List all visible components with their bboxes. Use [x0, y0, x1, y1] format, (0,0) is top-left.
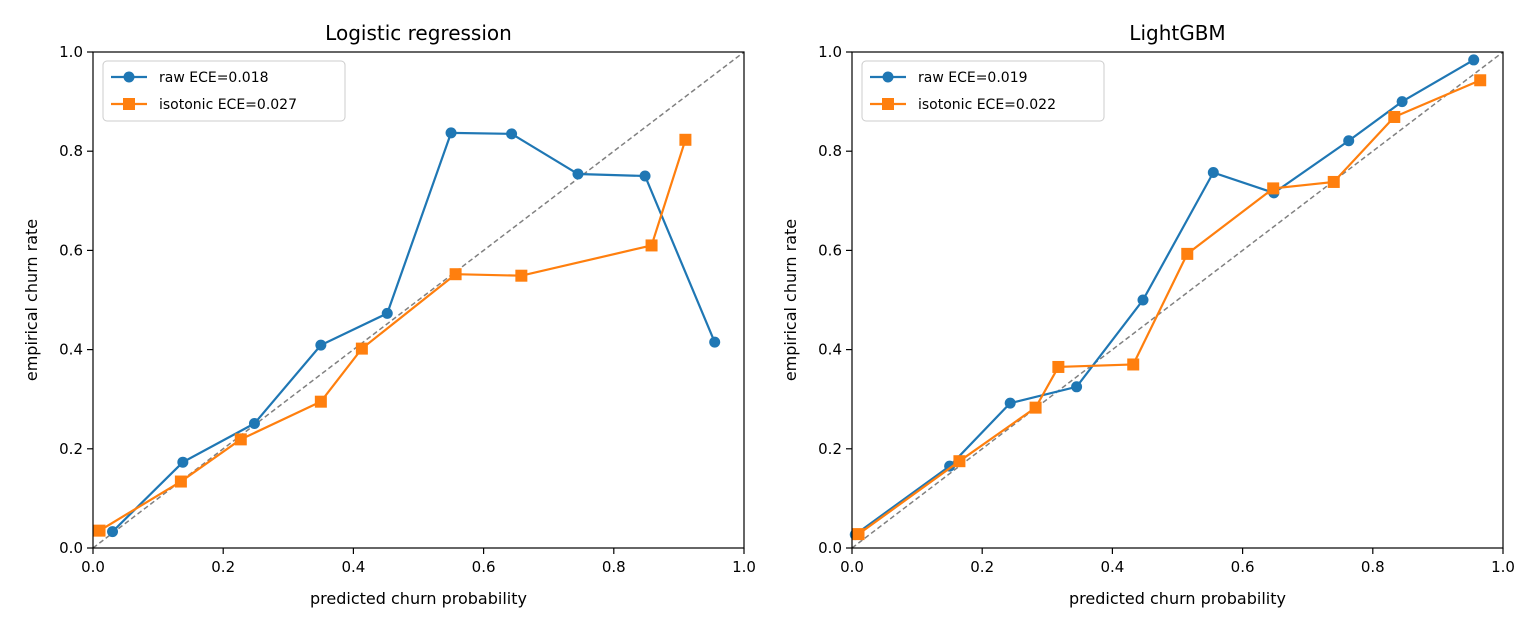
x-axis-label: predicted churn probability: [310, 589, 527, 608]
data-point-isotonic: [515, 269, 528, 282]
series-line-isotonic: [98, 139, 687, 532]
x-tick-label: 0.4: [341, 558, 365, 576]
legend-label-isotonic: isotonic ECE=0.027: [159, 97, 297, 113]
x-tick-label: 0.2: [970, 558, 994, 576]
diagonal-reference-line: [851, 51, 1504, 549]
data-point-isotonic: [93, 524, 106, 537]
data-point-raw: [1343, 135, 1355, 147]
y-tick-label: 0.4: [818, 341, 842, 359]
y-axis-label: empirical churn rate: [22, 219, 41, 381]
plot-frame: [92, 51, 745, 549]
legend-label-raw: raw ECE=0.019: [918, 70, 1028, 86]
plot-frame: [851, 51, 1504, 549]
data-point-isotonic: [1181, 247, 1194, 260]
legend-marker-raw: [123, 71, 135, 83]
data-point-isotonic: [314, 395, 327, 408]
y-tick-label: 0.8: [59, 142, 83, 160]
data-point-raw: [709, 336, 721, 348]
y-tick-label: 1.0: [59, 43, 83, 61]
x-tick-label: 0.8: [1361, 558, 1385, 576]
legend-marker-isotonic: [882, 98, 894, 110]
data-point-raw: [639, 170, 651, 182]
y-axis-label: empirical churn rate: [781, 219, 800, 381]
x-tick-label: 0.8: [602, 558, 626, 576]
data-point-isotonic: [1029, 401, 1042, 414]
data-point-raw: [381, 307, 393, 319]
x-tick-label: 0.6: [472, 558, 496, 576]
x-axis-label: predicted churn probability: [1069, 589, 1286, 608]
legend-label-isotonic: isotonic ECE=0.022: [918, 97, 1056, 113]
data-point-raw: [445, 127, 457, 139]
data-point-isotonic: [679, 133, 692, 146]
data-point-isotonic: [1052, 360, 1065, 373]
data-point-raw: [1468, 54, 1480, 66]
y-tick-label: 0.0: [818, 539, 842, 557]
series-line-raw: [111, 131, 716, 533]
data-point-raw: [506, 128, 518, 140]
x-tick-label: 0.0: [840, 558, 864, 576]
data-point-isotonic: [174, 475, 187, 488]
data-point-raw: [107, 526, 119, 538]
data-point-isotonic: [1267, 182, 1280, 195]
chart-panel-logistic: 0.0 0.2 0.4 0.6 0.8 1.0 0.0 0.2 0.4 0.6 0.8 1.0 Logi…: [22, 21, 756, 608]
data-point-isotonic: [1388, 110, 1401, 123]
data-point-isotonic: [449, 268, 462, 281]
y-tick-label: 0.4: [59, 341, 83, 359]
data-point-isotonic: [1127, 358, 1140, 371]
x-tick-label: 0.0: [81, 558, 105, 576]
legend-marker-isotonic: [123, 98, 135, 110]
series-line-raw: [854, 58, 1475, 536]
legend-label-raw: raw ECE=0.018: [159, 70, 269, 86]
data-point-isotonic: [1327, 175, 1340, 188]
data-point-raw: [1396, 96, 1408, 108]
series-line-isotonic: [857, 79, 1481, 536]
data-point-isotonic: [234, 433, 247, 446]
data-point-raw: [177, 456, 189, 468]
chart-title: LightGBM: [1129, 21, 1225, 45]
data-point-raw: [572, 168, 584, 180]
y-tick-label: 0.2: [818, 440, 842, 458]
data-point-raw: [248, 418, 260, 430]
data-point-isotonic: [645, 239, 658, 252]
x-tick-label: 0.6: [1231, 558, 1255, 576]
y-tick-label: 0.0: [59, 539, 83, 557]
data-point-isotonic: [852, 528, 865, 541]
data-point-raw: [1207, 167, 1219, 179]
y-tick-label: 1.0: [818, 43, 842, 61]
diagonal-reference-line: [92, 51, 745, 549]
data-point-isotonic: [355, 342, 368, 355]
chart-panel-lightgbm: 0.0 0.2 0.4 0.6 0.8 1.0 0.0 0.2 0.4 0.6 0.8 1.0 Ligh…: [781, 21, 1515, 608]
data-point-raw: [315, 339, 327, 351]
x-tick-label: 1.0: [1491, 558, 1515, 576]
legend: raw ECE=0.019 isotonic ECE=0.022: [861, 60, 1105, 122]
x-tick-label: 1.0: [732, 558, 756, 576]
data-point-isotonic: [1474, 74, 1487, 87]
x-tick-label: 0.2: [211, 558, 235, 576]
chart-title: Logistic regression: [325, 21, 512, 45]
data-point-raw: [1004, 397, 1016, 409]
legend: raw ECE=0.018 isotonic ECE=0.027: [102, 60, 346, 122]
y-tick-label: 0.2: [59, 440, 83, 458]
y-tick-label: 0.6: [59, 241, 83, 259]
legend-box: [102, 60, 346, 122]
y-tick-label: 0.8: [818, 142, 842, 160]
data-point-raw: [1137, 294, 1149, 306]
legend-marker-raw: [882, 71, 894, 83]
y-tick-label: 0.6: [818, 241, 842, 259]
data-point-isotonic: [953, 455, 966, 468]
legend-box: [861, 60, 1105, 122]
x-tick-label: 0.4: [1100, 558, 1124, 576]
data-point-raw: [1071, 381, 1083, 393]
